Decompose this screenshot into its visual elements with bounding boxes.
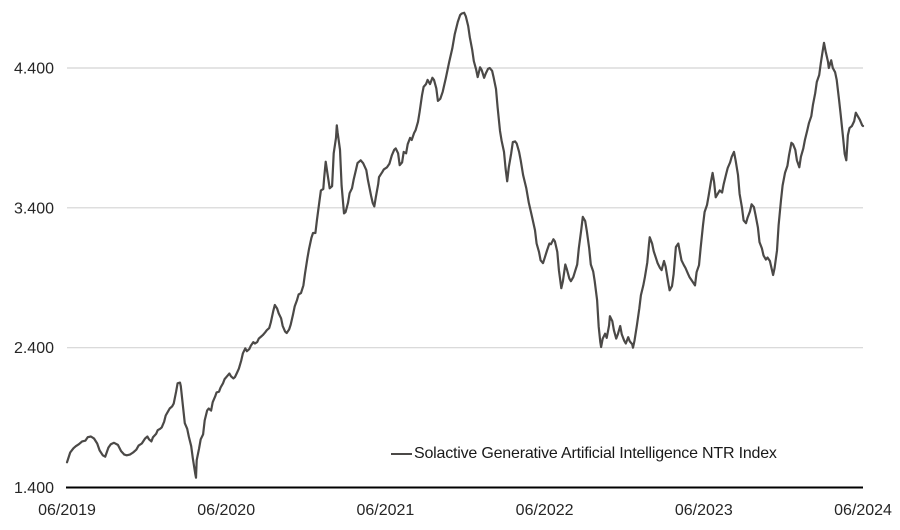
y-axis-label: 3.400 bbox=[14, 200, 54, 217]
x-axis-label: 06/2019 bbox=[38, 502, 96, 519]
x-axis-label: 06/2022 bbox=[516, 502, 574, 519]
legend-line-marker bbox=[391, 452, 412, 456]
x-axis-label: 06/2021 bbox=[356, 502, 414, 519]
chart-legend: Solactive Generative Artificial Intellig… bbox=[391, 443, 777, 465]
legend-series-label: Solactive Generative Artificial Intellig… bbox=[414, 445, 777, 462]
series-line bbox=[65, 11, 865, 479]
x-axis-label: 06/2020 bbox=[197, 502, 255, 519]
y-axis-label: 4.400 bbox=[14, 61, 54, 78]
x-axis-label: 06/2024 bbox=[834, 502, 892, 519]
y-axis-label: 2.400 bbox=[14, 340, 54, 357]
x-axis-label: 06/2023 bbox=[675, 502, 733, 519]
y-axis-label: 1.400 bbox=[14, 480, 54, 497]
